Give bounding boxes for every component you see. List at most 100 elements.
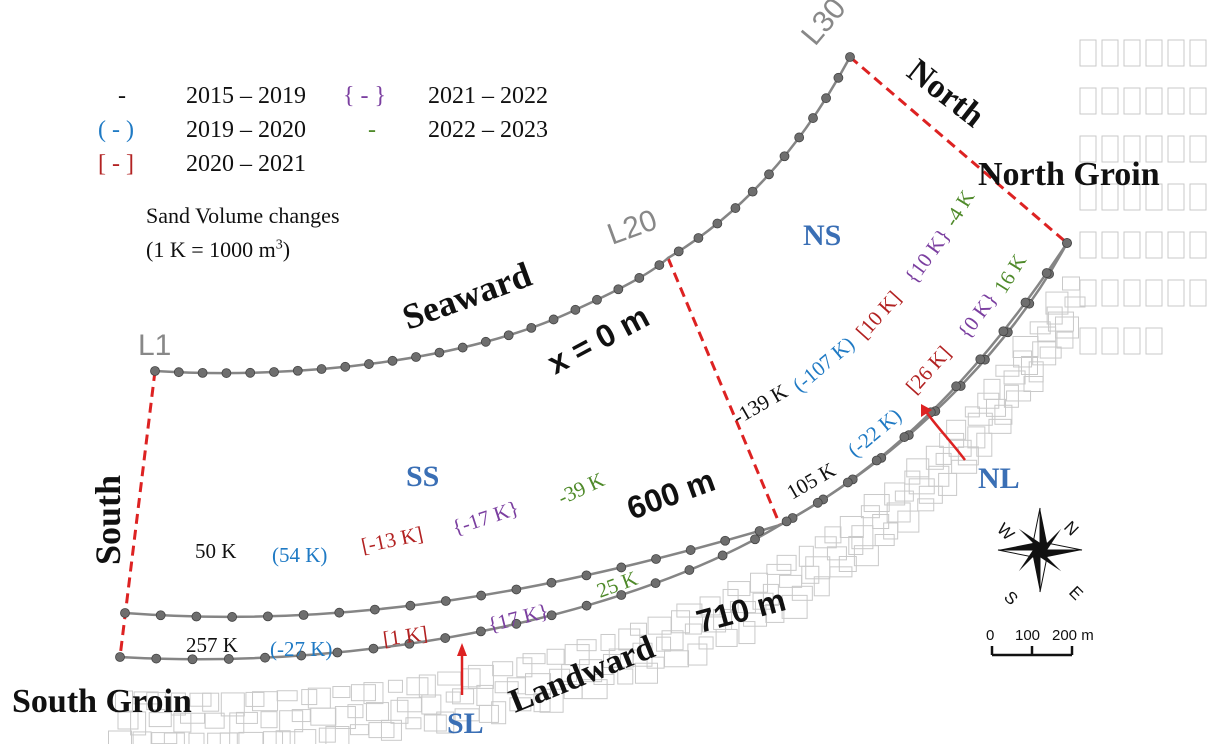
survey-marker <box>151 653 162 664</box>
building-outline <box>918 485 943 504</box>
building-outline <box>647 616 672 635</box>
survey-marker <box>173 367 184 378</box>
building-outline <box>1101 279 1119 307</box>
building-outline <box>421 694 442 715</box>
survey-marker <box>998 326 1009 337</box>
building-outline <box>170 692 186 716</box>
d710-label: 710 m <box>692 582 789 640</box>
zone-ns-label: NS <box>803 219 841 252</box>
survey-marker <box>404 638 415 649</box>
building-outline <box>1145 87 1163 115</box>
scale-label-200: 200 m <box>1052 627 1094 644</box>
legend-label-2019-2020: 2019 – 2020 <box>186 117 306 143</box>
legend-symbol-2021-2022: { - } <box>343 83 387 109</box>
survey-marker <box>227 612 238 622</box>
survey-marker <box>812 497 823 508</box>
building-outline <box>406 677 429 696</box>
survey-marker <box>750 534 760 545</box>
building-outline <box>115 690 133 713</box>
building-outline <box>872 514 890 530</box>
building-outline <box>617 668 634 685</box>
building-outline <box>1145 183 1163 211</box>
survey-marker <box>546 610 557 621</box>
l20-label: L20 <box>603 203 661 251</box>
survey-marker <box>717 550 728 561</box>
survey-marker <box>845 52 855 62</box>
building-outline <box>117 710 139 730</box>
building-outline <box>1079 87 1097 115</box>
building-outline <box>938 472 958 496</box>
building-outline <box>838 555 857 572</box>
building-outline <box>1189 279 1207 307</box>
building-outline <box>1189 87 1207 115</box>
building-outline <box>204 712 225 729</box>
building-outline <box>687 643 708 666</box>
survey-marker <box>269 367 279 377</box>
legend-symbol-2019-2020: ( - ) <box>98 117 134 143</box>
building-outline <box>350 684 376 702</box>
nl-vol-2022-2023: 16 K <box>989 250 1031 298</box>
building-outline <box>781 594 808 619</box>
building-outline <box>347 704 364 719</box>
ss-vol-2020-2021: [-13 K] <box>359 521 425 557</box>
x0-label: x = 0 m <box>541 298 655 381</box>
building-outline <box>977 392 1000 409</box>
seaward-label: Seaward <box>397 254 537 337</box>
building-outline <box>863 494 890 513</box>
nl-arrow <box>923 409 966 461</box>
building-outline <box>1101 39 1119 67</box>
building-outline <box>684 623 702 635</box>
building-outline <box>130 711 147 736</box>
building-outline <box>776 554 797 571</box>
building-outline <box>491 701 507 725</box>
building-outline <box>301 689 318 706</box>
nl-vol-2020-2021: [26 K] <box>901 341 956 398</box>
building-outline <box>318 727 336 743</box>
survey-marker <box>546 577 557 588</box>
building-outline <box>133 691 159 705</box>
building-outline <box>1039 346 1062 359</box>
building-outline <box>492 661 514 677</box>
survey-marker <box>821 93 831 104</box>
scale-label-0: 0 <box>986 627 994 644</box>
survey-marker <box>296 650 307 661</box>
building-outline <box>180 712 206 724</box>
survey-marker <box>368 643 379 654</box>
building-outline <box>750 572 769 593</box>
survey-marker <box>548 314 559 325</box>
sl-vol-2019-2020: (-27 K) <box>270 637 332 661</box>
building-outline <box>1079 183 1097 211</box>
building-outline <box>813 576 830 597</box>
building-outline <box>1123 327 1141 355</box>
building-outline <box>985 398 1006 417</box>
nl-vol-2021-2022: {0 K} <box>953 288 1002 343</box>
survey-marker <box>720 535 731 546</box>
building-outline <box>423 714 447 732</box>
survey-marker <box>457 342 468 353</box>
survey-marker <box>808 113 818 123</box>
building-outline <box>549 668 571 682</box>
survey-marker <box>685 545 696 555</box>
building-outline <box>1167 135 1185 163</box>
survey-marker <box>975 354 986 365</box>
building-outline <box>1123 39 1141 67</box>
building-outline <box>1079 327 1097 355</box>
building-outline <box>276 690 298 702</box>
building-outline <box>1101 135 1119 163</box>
survey-marker <box>794 132 805 143</box>
building-outline <box>349 724 369 736</box>
building-outline <box>1123 135 1141 163</box>
survey-marker <box>155 610 166 621</box>
survey-marker <box>616 562 627 573</box>
building-outline <box>951 459 978 474</box>
ns-vol-2021-2022: {10 K} <box>900 224 956 288</box>
building-outline <box>576 639 597 652</box>
building-outline <box>1045 291 1069 315</box>
building-outline <box>1056 331 1074 349</box>
building-outline <box>363 682 384 705</box>
building-outline <box>494 681 519 694</box>
survey-marker <box>570 304 581 315</box>
building-outline <box>146 692 167 711</box>
survey-marker <box>673 246 684 257</box>
survey-marker <box>191 611 202 622</box>
